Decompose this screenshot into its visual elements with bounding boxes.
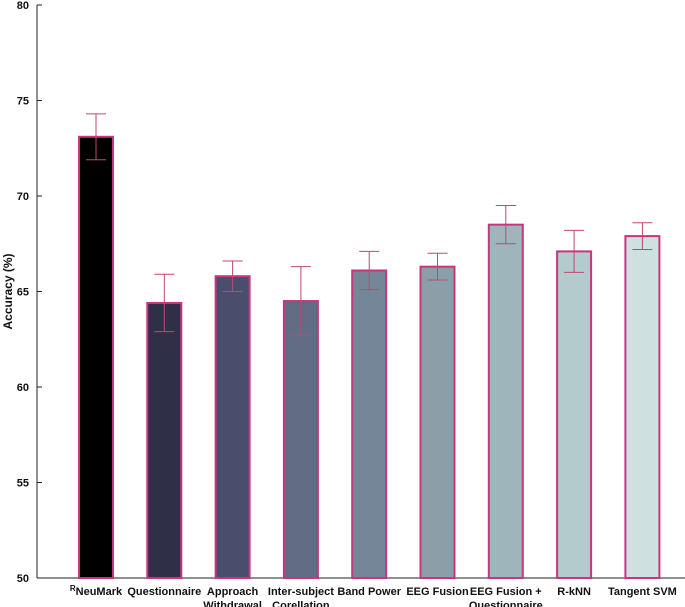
y-tick-label: 70 bbox=[17, 191, 29, 203]
category-superscript: R bbox=[70, 584, 76, 593]
y-tick-label: 75 bbox=[17, 96, 29, 108]
bar bbox=[78, 135, 114, 579]
bar bbox=[351, 269, 388, 579]
y-tick-label: 65 bbox=[17, 287, 29, 299]
category-label-text: NeuMark bbox=[76, 586, 123, 598]
bar bbox=[556, 250, 593, 579]
category-label: Questionnaire bbox=[127, 586, 201, 598]
category-labels: RNeuMark Questionnaire Approach Withdrawal I… bbox=[70, 584, 677, 607]
category-label: R-kNN bbox=[557, 586, 591, 598]
error-bars-group bbox=[86, 113, 653, 336]
bar bbox=[624, 235, 661, 580]
category-label-line: Inter-subject bbox=[268, 586, 334, 598]
bar bbox=[146, 301, 183, 579]
category-label-line: Approach bbox=[207, 586, 259, 598]
category-label: Tangent SVM bbox=[608, 586, 677, 598]
category-label: EEG Fusion + Questionnaire bbox=[469, 586, 543, 607]
category-label: RNeuMark bbox=[70, 584, 123, 598]
category-label-line: Questionnaire bbox=[469, 600, 543, 607]
category-label: Band Power bbox=[337, 586, 401, 598]
category-label-line: Corellation bbox=[272, 600, 330, 607]
category-label: Inter-subject Corellation bbox=[268, 586, 334, 607]
y-tick-label: 80 bbox=[17, 0, 29, 12]
y-tick-label: 50 bbox=[17, 573, 29, 585]
y-axis-title: Accuracy (%) bbox=[1, 253, 15, 329]
category-label: EEG Fusion bbox=[406, 586, 469, 598]
bars-group bbox=[78, 135, 661, 580]
category-label: Approach Withdrawal bbox=[203, 586, 262, 607]
bar bbox=[214, 275, 251, 579]
category-label-line: EEG Fusion + bbox=[470, 586, 542, 598]
y-tick-label: 60 bbox=[17, 382, 29, 394]
bar bbox=[419, 265, 456, 579]
bar bbox=[282, 300, 319, 579]
bar bbox=[487, 223, 524, 579]
category-label-line: Withdrawal bbox=[203, 600, 262, 607]
y-tick-label: 55 bbox=[17, 478, 29, 490]
